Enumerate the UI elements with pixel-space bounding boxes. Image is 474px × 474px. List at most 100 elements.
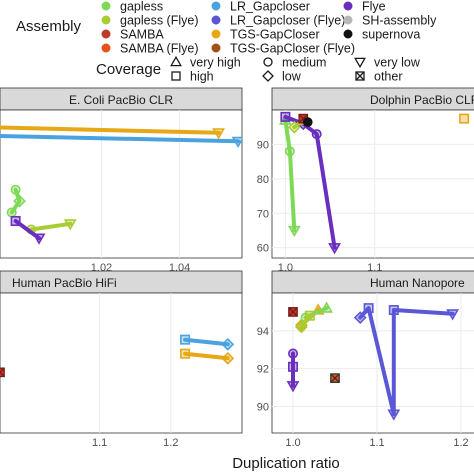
- series-tgs-gapcloser: [180, 348, 235, 365]
- data-point-triangle-down: [32, 233, 46, 245]
- legend-label: supernova: [362, 28, 420, 42]
- legend-key-samba: SAMBA: [101, 28, 164, 42]
- series-samba-flye-: [330, 373, 340, 383]
- coverage-label: high: [190, 70, 214, 84]
- y-tick-label: 90: [257, 139, 269, 151]
- data-point-square: [10, 216, 21, 227]
- series-layer: [278, 111, 470, 255]
- boxed-x-icon: [355, 71, 365, 81]
- plot-area: [0, 109, 243, 259]
- legend-swatch: [211, 29, 221, 39]
- data-point-diamond: [353, 311, 367, 324]
- legend-label: SAMBA (Flye): [120, 42, 199, 56]
- plot-area: [271, 109, 474, 259]
- series-supernova: [302, 117, 313, 127]
- series-samba: [288, 307, 298, 317]
- data-point-triangle-down: [63, 219, 77, 231]
- data-point-square: [180, 348, 191, 359]
- legend-swatch: [211, 15, 221, 25]
- x-tick-label: 1.1: [92, 437, 107, 449]
- data-point-circle: [302, 117, 313, 127]
- data-point-diamond: [13, 194, 26, 208]
- y-tick-label: 92: [257, 364, 269, 376]
- series-line: [283, 118, 297, 233]
- series-line: [0, 125, 221, 135]
- series-line: [283, 114, 337, 250]
- triangle-down-icon: [354, 57, 366, 69]
- series-flye: [10, 216, 46, 245]
- legend-label: SH-assembly: [362, 14, 437, 28]
- y-tick-label: 94: [257, 326, 269, 338]
- legend-swatch: [211, 43, 221, 53]
- circle-icon: [263, 57, 273, 67]
- data-point-circle: [284, 146, 295, 157]
- series-lr-gapcloser: [0, 133, 242, 148]
- series-line: [299, 313, 312, 330]
- data-point-square: [280, 111, 291, 122]
- y-tick-label: 60: [257, 243, 269, 255]
- series-line: [183, 351, 230, 361]
- series-lr-gapcloser: [180, 334, 235, 351]
- y-tick-label: 70: [257, 208, 269, 220]
- plot-area: [0, 292, 243, 434]
- legend-swatch: [343, 15, 353, 25]
- coverage-key-medium: medium: [263, 56, 326, 70]
- panel-title: Human Nanopore: [370, 276, 465, 290]
- data-point-diamond: [221, 351, 235, 365]
- legend-label: TGS-GapCloser (Flye): [230, 42, 355, 56]
- data-point-circle: [10, 184, 21, 195]
- data-point-triangle-down: [212, 128, 225, 140]
- legend-key-supernova: supernova: [343, 28, 420, 42]
- series-line: [183, 337, 230, 347]
- panel-title: E. Coli PacBio CLR: [69, 93, 173, 107]
- data-point-square: [287, 361, 298, 372]
- square-icon: [171, 71, 181, 81]
- data-point-boxed-x: [330, 373, 340, 383]
- coverage-legend-title: Coverage: [96, 61, 161, 78]
- legend-swatch: [101, 1, 111, 11]
- coverage-label: very high: [190, 56, 241, 70]
- x-tick-label: 1.2: [453, 437, 468, 449]
- coverage-key-very-low: very low: [354, 56, 421, 70]
- assembly-legend-title: Assembly: [16, 18, 82, 35]
- series-layer: [0, 125, 242, 245]
- data-point-diamond: [295, 320, 308, 334]
- data-point-square: [459, 113, 470, 124]
- data-point-triangle-down: [286, 381, 300, 393]
- data-point-square: [304, 310, 315, 321]
- legend-label: LR_Gapcloser: [230, 0, 310, 14]
- data-point-diamond: [287, 120, 301, 134]
- legend-swatch: [101, 15, 111, 25]
- data-point-circle: [287, 348, 298, 359]
- legend-label: TGS-GapCloser: [230, 28, 320, 42]
- coverage-legend: Coverage very high medium very low high low o…: [96, 56, 421, 84]
- diamond-icon: [262, 70, 274, 82]
- panel-title: Dolphin PacBio CLR: [370, 93, 474, 107]
- data-point-diamond: [221, 337, 235, 351]
- panel-human-pacbio-hifi: Human PacBio HiFi 1.1 1.2: [0, 270, 243, 449]
- data-point-triangle-down: [328, 243, 341, 255]
- series-tgs-gapcloser: [0, 125, 225, 140]
- x-tick-label: 1.0: [285, 437, 300, 449]
- legend-label: gapless: [120, 0, 163, 14]
- gridlines: [100, 110, 181, 258]
- data-point-square: [180, 334, 191, 345]
- legend-label: gapless (Flye): [120, 14, 199, 28]
- data-point-square: [363, 303, 374, 314]
- series-line: [358, 306, 455, 417]
- data-point-square: [388, 305, 399, 316]
- panel-human-nanopore: Human Nanopore 1.0 1.1 1.2 90 92 94: [257, 270, 474, 449]
- coverage-label: low: [282, 70, 302, 84]
- x-tick-label: 1.1: [369, 437, 384, 449]
- series-layer: [0, 334, 235, 378]
- coverage-label: medium: [282, 56, 326, 70]
- data-point-circle: [6, 207, 17, 218]
- y-tick-label: 80: [257, 174, 269, 186]
- data-point-triangle-down: [387, 409, 401, 421]
- series-flye: [286, 348, 300, 393]
- data-point-triangle-up: [320, 301, 334, 313]
- legend-key-gapless-flye-: gapless (Flye): [101, 14, 199, 28]
- series-layer: [286, 301, 460, 421]
